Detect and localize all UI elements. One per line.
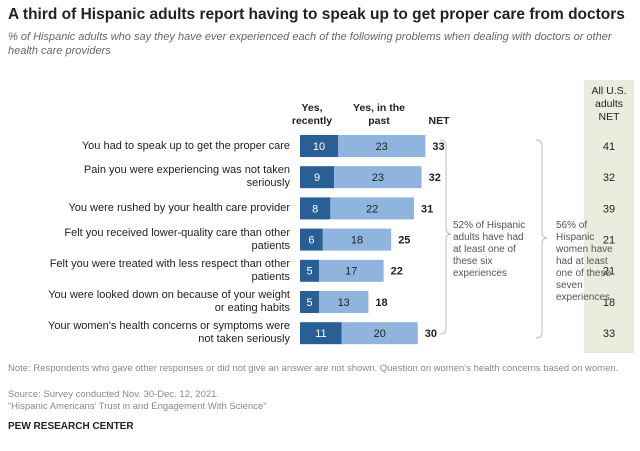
- annotation: 56% of Hispanic women have had at least …: [556, 220, 613, 303]
- comparison-value: 39: [603, 203, 615, 215]
- net-header: NET: [428, 115, 450, 127]
- net-label: 18: [375, 297, 387, 309]
- category-label: You had to speak up to get the proper ca…: [81, 139, 290, 152]
- bar-segment: [334, 166, 422, 189]
- bar-segment: [300, 291, 319, 313]
- bar-segment: [300, 166, 335, 189]
- bar-segment: [300, 322, 342, 345]
- comparison-value: 33: [603, 328, 615, 340]
- value-label: 23: [376, 141, 388, 153]
- bar-segment: [338, 135, 426, 157]
- value-label: 6: [308, 235, 314, 247]
- credit: PEW RESEARCH CENTER: [8, 421, 134, 432]
- comparison-value: 18: [603, 297, 615, 309]
- value-label: 11: [315, 328, 326, 340]
- bar-segment: [330, 197, 414, 220]
- bar-segment: [300, 135, 338, 157]
- value-label: 10: [313, 141, 325, 153]
- net-label: 25: [398, 235, 410, 247]
- value-label: 13: [338, 297, 350, 309]
- comparison-value: 32: [603, 172, 615, 184]
- comparison-value: 21: [603, 235, 615, 247]
- bar-segment: [319, 291, 369, 313]
- value-label: 8: [312, 203, 318, 215]
- bar-segment: [300, 197, 331, 220]
- category-label: You were rushed by your health care prov…: [68, 201, 290, 214]
- comparison-background: [584, 80, 634, 353]
- category-label: Felt you received lower-quality care tha…: [64, 226, 290, 252]
- category-label: You were looked down on because of your …: [48, 289, 290, 314]
- bar-segment: [300, 259, 319, 282]
- value-label: 22: [366, 203, 378, 215]
- comparison-value: 21: [603, 266, 615, 278]
- chart-subtitle: % of Hispanic adults who say they have e…: [8, 31, 612, 57]
- value-label: 17: [345, 266, 357, 278]
- value-label: 5: [306, 297, 312, 309]
- value-label: 20: [374, 328, 386, 340]
- value-label: 23: [372, 172, 384, 184]
- bar-segment: [300, 228, 323, 251]
- chart-title: A third of Hispanic adults report having…: [8, 6, 625, 23]
- category-label: Felt you were treated with less respect …: [49, 257, 290, 283]
- net-label: 31: [421, 203, 433, 215]
- category-label: Your women's health concerns or symptoms…: [48, 320, 290, 346]
- value-label: 5: [306, 266, 312, 278]
- note: Note: Respondents who gave other respons…: [8, 363, 619, 374]
- bar-segment: [322, 228, 392, 251]
- value-label: 18: [351, 235, 363, 247]
- bar-segment: [319, 259, 384, 282]
- net-label: 32: [429, 172, 441, 184]
- legend-label: Yes, recently: [291, 102, 333, 127]
- net-label: 22: [391, 266, 403, 278]
- bracket: [439, 139, 452, 335]
- category-label: Pain you were experiencing was not taken…: [83, 164, 290, 190]
- legend-label: Yes, in the past: [353, 102, 405, 127]
- comparison-header: All U.S. adults NET: [591, 85, 627, 123]
- annotation: 52% of Hispanic adults have had at least…: [453, 220, 526, 279]
- bar-segment: [341, 322, 418, 345]
- bracket: [535, 139, 548, 339]
- source: Source: Survey conducted Nov. 30-Dec. 12…: [8, 389, 220, 400]
- source: “Hispanic Americans’ Trust in and Engage…: [8, 401, 267, 412]
- net-label: 33: [432, 141, 444, 153]
- net-label: 30: [425, 328, 437, 340]
- comparison-value: 41: [603, 141, 615, 153]
- value-label: 9: [314, 172, 320, 184]
